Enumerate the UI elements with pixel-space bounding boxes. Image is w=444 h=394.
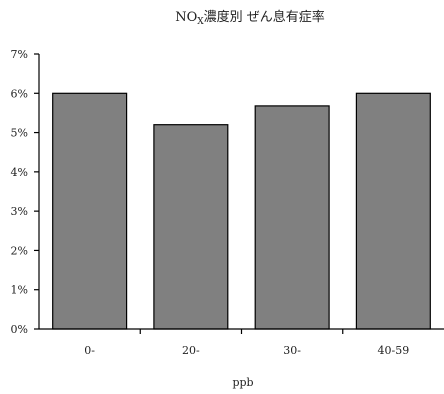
x-tick-label: 40-59 (378, 344, 410, 357)
bar-40-59 (355, 92, 431, 330)
x-axis-label: ppb (232, 376, 253, 389)
x-tick-labels: 0- 20- 30- 40-59 (84, 344, 409, 357)
chart-title-subscript: X (197, 17, 204, 27)
y-tick-label: 7% (11, 48, 28, 61)
bar-30- (254, 105, 330, 330)
y-tick-label: 1% (11, 284, 28, 297)
y-tick-label: 0% (11, 323, 28, 336)
x-tick-label: 0- (84, 344, 95, 357)
y-tick-label: 5% (11, 127, 28, 140)
chart-title-main: NO (175, 10, 197, 25)
axes-group (34, 53, 444, 334)
y-tick-label: 6% (11, 87, 28, 100)
chart-title-rest: 濃度別 ぜん息有症率 (204, 9, 325, 25)
bar-20- (153, 124, 229, 330)
y-tick-labels: 0% 1% 2% 3% 4% 5% 6% 7% (11, 48, 28, 336)
bars-group (52, 92, 431, 330)
y-tick-label: 2% (11, 244, 28, 257)
y-tick-label: 3% (11, 205, 28, 218)
x-tick-label: 30- (283, 344, 301, 357)
x-tick-label: 20- (182, 344, 200, 357)
bar-0- (52, 92, 128, 330)
chart-title: NOX濃度別 ぜん息有症率 (175, 9, 325, 27)
y-tick-label: 4% (11, 166, 28, 179)
